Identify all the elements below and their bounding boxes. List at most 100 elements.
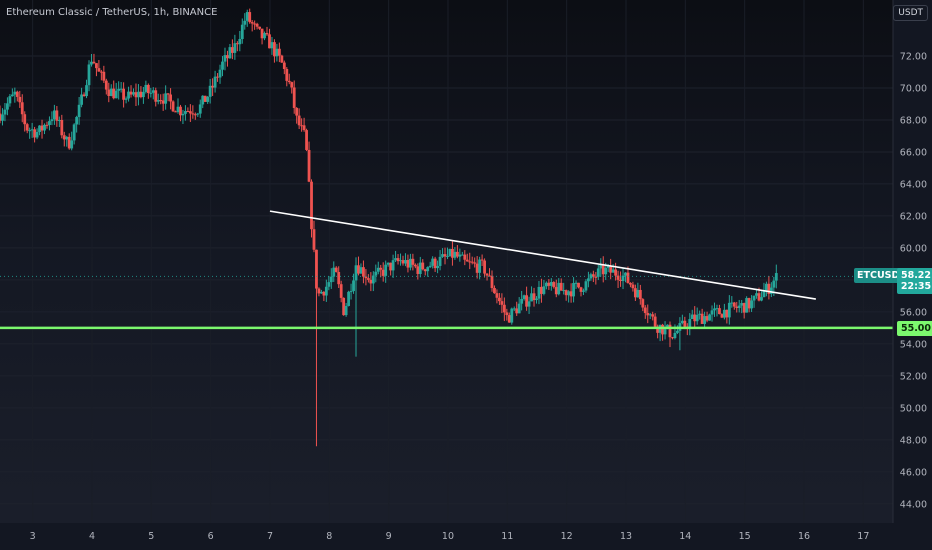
- symbol-price-tag: ETCUSDT: [854, 268, 909, 283]
- candle-body: [567, 291, 571, 296]
- candle-body: [594, 276, 598, 278]
- candle-body: [413, 264, 417, 267]
- candle-body: [451, 248, 454, 258]
- candle-body: [320, 291, 323, 294]
- candle-body: [233, 43, 237, 53]
- candle-body: [354, 265, 358, 281]
- candle-body: [611, 269, 615, 273]
- candle-body: [606, 265, 610, 268]
- currency-button[interactable]: USDT: [893, 5, 928, 21]
- candle-body: [95, 63, 98, 69]
- candle-body: [181, 113, 185, 116]
- candle-body: [418, 262, 422, 274]
- y-tick-label: 52.00: [900, 371, 927, 382]
- candle-body: [216, 76, 219, 78]
- y-tick-label: 50.00: [900, 403, 927, 414]
- candle-body: [268, 34, 271, 49]
- y-tick-label: 60.00: [900, 243, 927, 254]
- candle-body: [443, 254, 447, 257]
- candle-body: [300, 125, 304, 127]
- candle-body: [161, 100, 165, 104]
- support-level-tag: 55.00: [897, 321, 932, 336]
- candle-body: [312, 229, 316, 250]
- candle-body: [453, 251, 457, 258]
- candle-body: [65, 136, 69, 140]
- y-tick-label: 72.00: [900, 51, 927, 62]
- x-tick-label: 11: [501, 531, 513, 542]
- y-tick-label: 46.00: [900, 467, 927, 478]
- candle-body: [547, 282, 551, 286]
- candle-body: [198, 104, 202, 114]
- candle-body: [485, 273, 489, 276]
- candle-body: [668, 324, 672, 338]
- candle-body: [141, 91, 145, 98]
- candle-body: [317, 288, 321, 294]
- candle-body: [713, 308, 716, 311]
- candle-body: [248, 12, 252, 23]
- candle-body: [48, 121, 51, 125]
- candle-body: [203, 95, 207, 102]
- candle-body: [752, 295, 756, 301]
- candle-body: [737, 305, 741, 308]
- candle-body: [624, 272, 627, 276]
- candle-body: [18, 96, 22, 103]
- candle-body: [643, 307, 647, 314]
- y-tick-label: 62.00: [900, 211, 927, 222]
- candle-body: [463, 254, 467, 260]
- candle-body: [285, 69, 289, 81]
- candle-body: [666, 324, 669, 328]
- candle-body: [117, 88, 121, 91]
- chart-annotations[interactable]: [0, 210, 893, 330]
- candle-body: [57, 120, 61, 122]
- candle-body: [446, 256, 449, 258]
- candle-body: [275, 48, 279, 57]
- candle-body: [30, 129, 34, 131]
- candle-body: [735, 306, 739, 308]
- candle-body: [705, 316, 709, 321]
- candle-body: [727, 302, 731, 318]
- candle-body: [362, 267, 365, 277]
- candle-body: [673, 332, 677, 339]
- candle-body: [339, 284, 343, 298]
- x-tick-label: 14: [679, 531, 691, 542]
- candle-body: [369, 279, 373, 284]
- candle-body: [421, 262, 425, 270]
- candle-body: [404, 259, 407, 264]
- candle-body: [206, 96, 210, 102]
- candle-body: [359, 267, 363, 274]
- candle-body: [8, 96, 12, 104]
- candle-body: [1, 114, 4, 121]
- candle-body: [112, 88, 116, 99]
- candle-body: [515, 308, 519, 314]
- candle-body: [569, 291, 573, 297]
- candle-body: [357, 265, 360, 274]
- candle-body: [483, 260, 486, 274]
- candle-body: [760, 297, 763, 301]
- candle-body: [468, 261, 472, 263]
- candle-body: [352, 280, 355, 292]
- candle-body: [633, 288, 637, 298]
- x-tick-label: 9: [386, 531, 392, 542]
- candle-body: [416, 266, 420, 274]
- candle-body: [62, 135, 66, 140]
- candle-body: [258, 26, 261, 29]
- candle-body: [201, 95, 205, 105]
- candle-body: [769, 287, 773, 294]
- candle-body: [347, 291, 350, 306]
- candle-body: [238, 39, 242, 45]
- candle-body: [755, 293, 758, 296]
- candle-series: [0, 8, 778, 447]
- candle-body: [196, 113, 200, 115]
- candle-body: [265, 33, 269, 35]
- candle-body: [193, 114, 197, 116]
- candle-body: [235, 43, 239, 45]
- candle-body: [77, 104, 81, 118]
- candle-body: [129, 91, 133, 95]
- candle-body: [169, 94, 172, 102]
- candle-body: [688, 319, 692, 329]
- candle-body: [176, 106, 180, 113]
- candle-body: [599, 264, 603, 269]
